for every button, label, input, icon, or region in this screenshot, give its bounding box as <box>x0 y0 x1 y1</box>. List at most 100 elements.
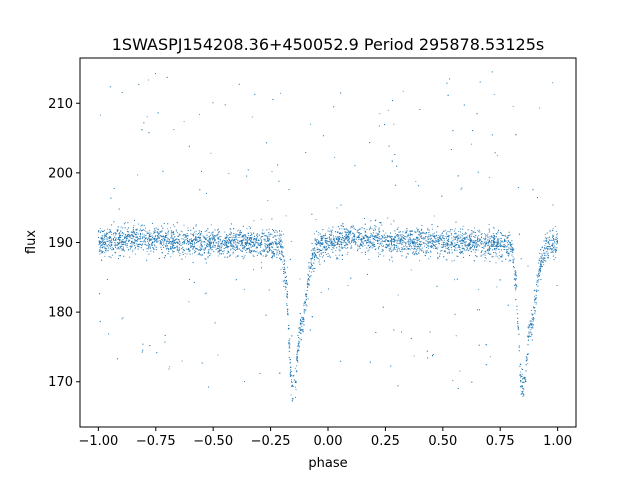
data-point <box>469 234 471 237</box>
data-point <box>390 248 392 250</box>
data-point <box>384 241 387 243</box>
data-point <box>425 252 427 254</box>
data-point <box>201 245 203 247</box>
data-point <box>153 231 155 233</box>
data-point <box>373 236 376 239</box>
data-point <box>551 249 553 251</box>
data-point <box>151 234 153 236</box>
data-point <box>547 245 549 247</box>
data-point <box>258 242 260 244</box>
data-point <box>395 239 397 241</box>
data-point <box>446 234 448 236</box>
data-point <box>153 237 155 239</box>
data-point <box>413 245 415 247</box>
data-point <box>430 250 432 252</box>
data-point <box>266 254 268 256</box>
data-point <box>292 399 294 401</box>
data-point <box>328 255 330 257</box>
data-point <box>339 240 341 243</box>
data-point <box>154 234 156 237</box>
data-point <box>199 240 201 242</box>
data-point <box>157 237 159 239</box>
data-point <box>133 225 135 227</box>
data-point <box>485 257 487 260</box>
data-point <box>382 249 384 251</box>
data-point <box>132 251 134 253</box>
data-point <box>407 242 409 244</box>
data-point <box>478 235 480 237</box>
data-point <box>409 235 411 237</box>
data-point <box>555 236 557 238</box>
data-point <box>285 215 287 217</box>
data-point <box>188 145 190 147</box>
data-point <box>117 228 119 230</box>
data-point <box>369 228 371 230</box>
data-point <box>478 229 480 231</box>
data-point <box>103 238 106 240</box>
data-point <box>159 241 161 243</box>
data-point <box>316 257 318 259</box>
data-point <box>322 255 325 257</box>
data-point <box>273 243 275 245</box>
data-point <box>461 248 463 250</box>
data-point <box>419 235 421 237</box>
data-point <box>442 245 444 247</box>
data-point <box>445 258 447 260</box>
data-point <box>401 234 403 236</box>
data-point <box>115 252 117 254</box>
data-point <box>299 278 301 280</box>
data-point <box>487 233 489 235</box>
data-point <box>179 249 181 251</box>
data-point <box>238 229 240 231</box>
data-point <box>419 250 421 252</box>
data-point <box>525 356 527 358</box>
data-point <box>484 232 486 235</box>
data-point <box>277 234 279 236</box>
data-point <box>390 237 392 239</box>
data-point <box>313 255 315 257</box>
data-point <box>420 240 422 242</box>
data-point <box>433 244 435 246</box>
data-point <box>234 241 237 243</box>
data-point <box>206 234 208 236</box>
data-point <box>167 231 169 233</box>
data-point <box>408 240 410 242</box>
data-point <box>231 240 233 242</box>
data-point <box>299 313 301 315</box>
data-point <box>555 230 557 232</box>
data-point <box>249 239 251 241</box>
data-point <box>439 253 441 255</box>
data-point <box>381 243 383 245</box>
data-point <box>390 246 392 248</box>
data-point <box>299 338 301 340</box>
data-point <box>294 367 296 369</box>
data-point <box>447 231 449 233</box>
data-point <box>104 252 106 254</box>
data-point <box>449 235 451 237</box>
data-point <box>373 241 375 243</box>
data-point <box>403 241 405 243</box>
data-point <box>371 228 373 230</box>
data-point <box>433 215 435 217</box>
data-point <box>106 278 108 281</box>
data-point <box>310 260 312 262</box>
data-point <box>272 242 274 244</box>
data-point <box>466 243 469 246</box>
data-point <box>340 225 342 227</box>
data-point <box>318 248 320 250</box>
data-point <box>457 235 459 237</box>
data-point <box>330 238 332 240</box>
data-point <box>508 240 510 243</box>
data-point <box>196 248 199 250</box>
data-point <box>483 237 485 239</box>
data-point <box>346 253 348 255</box>
data-point <box>156 238 158 240</box>
data-point <box>490 243 492 245</box>
data-point <box>511 247 513 249</box>
data-point <box>149 246 152 248</box>
data-point <box>108 237 111 240</box>
data-point <box>431 246 434 248</box>
data-point <box>467 243 470 245</box>
data-point <box>373 229 375 231</box>
data-point <box>253 220 255 222</box>
